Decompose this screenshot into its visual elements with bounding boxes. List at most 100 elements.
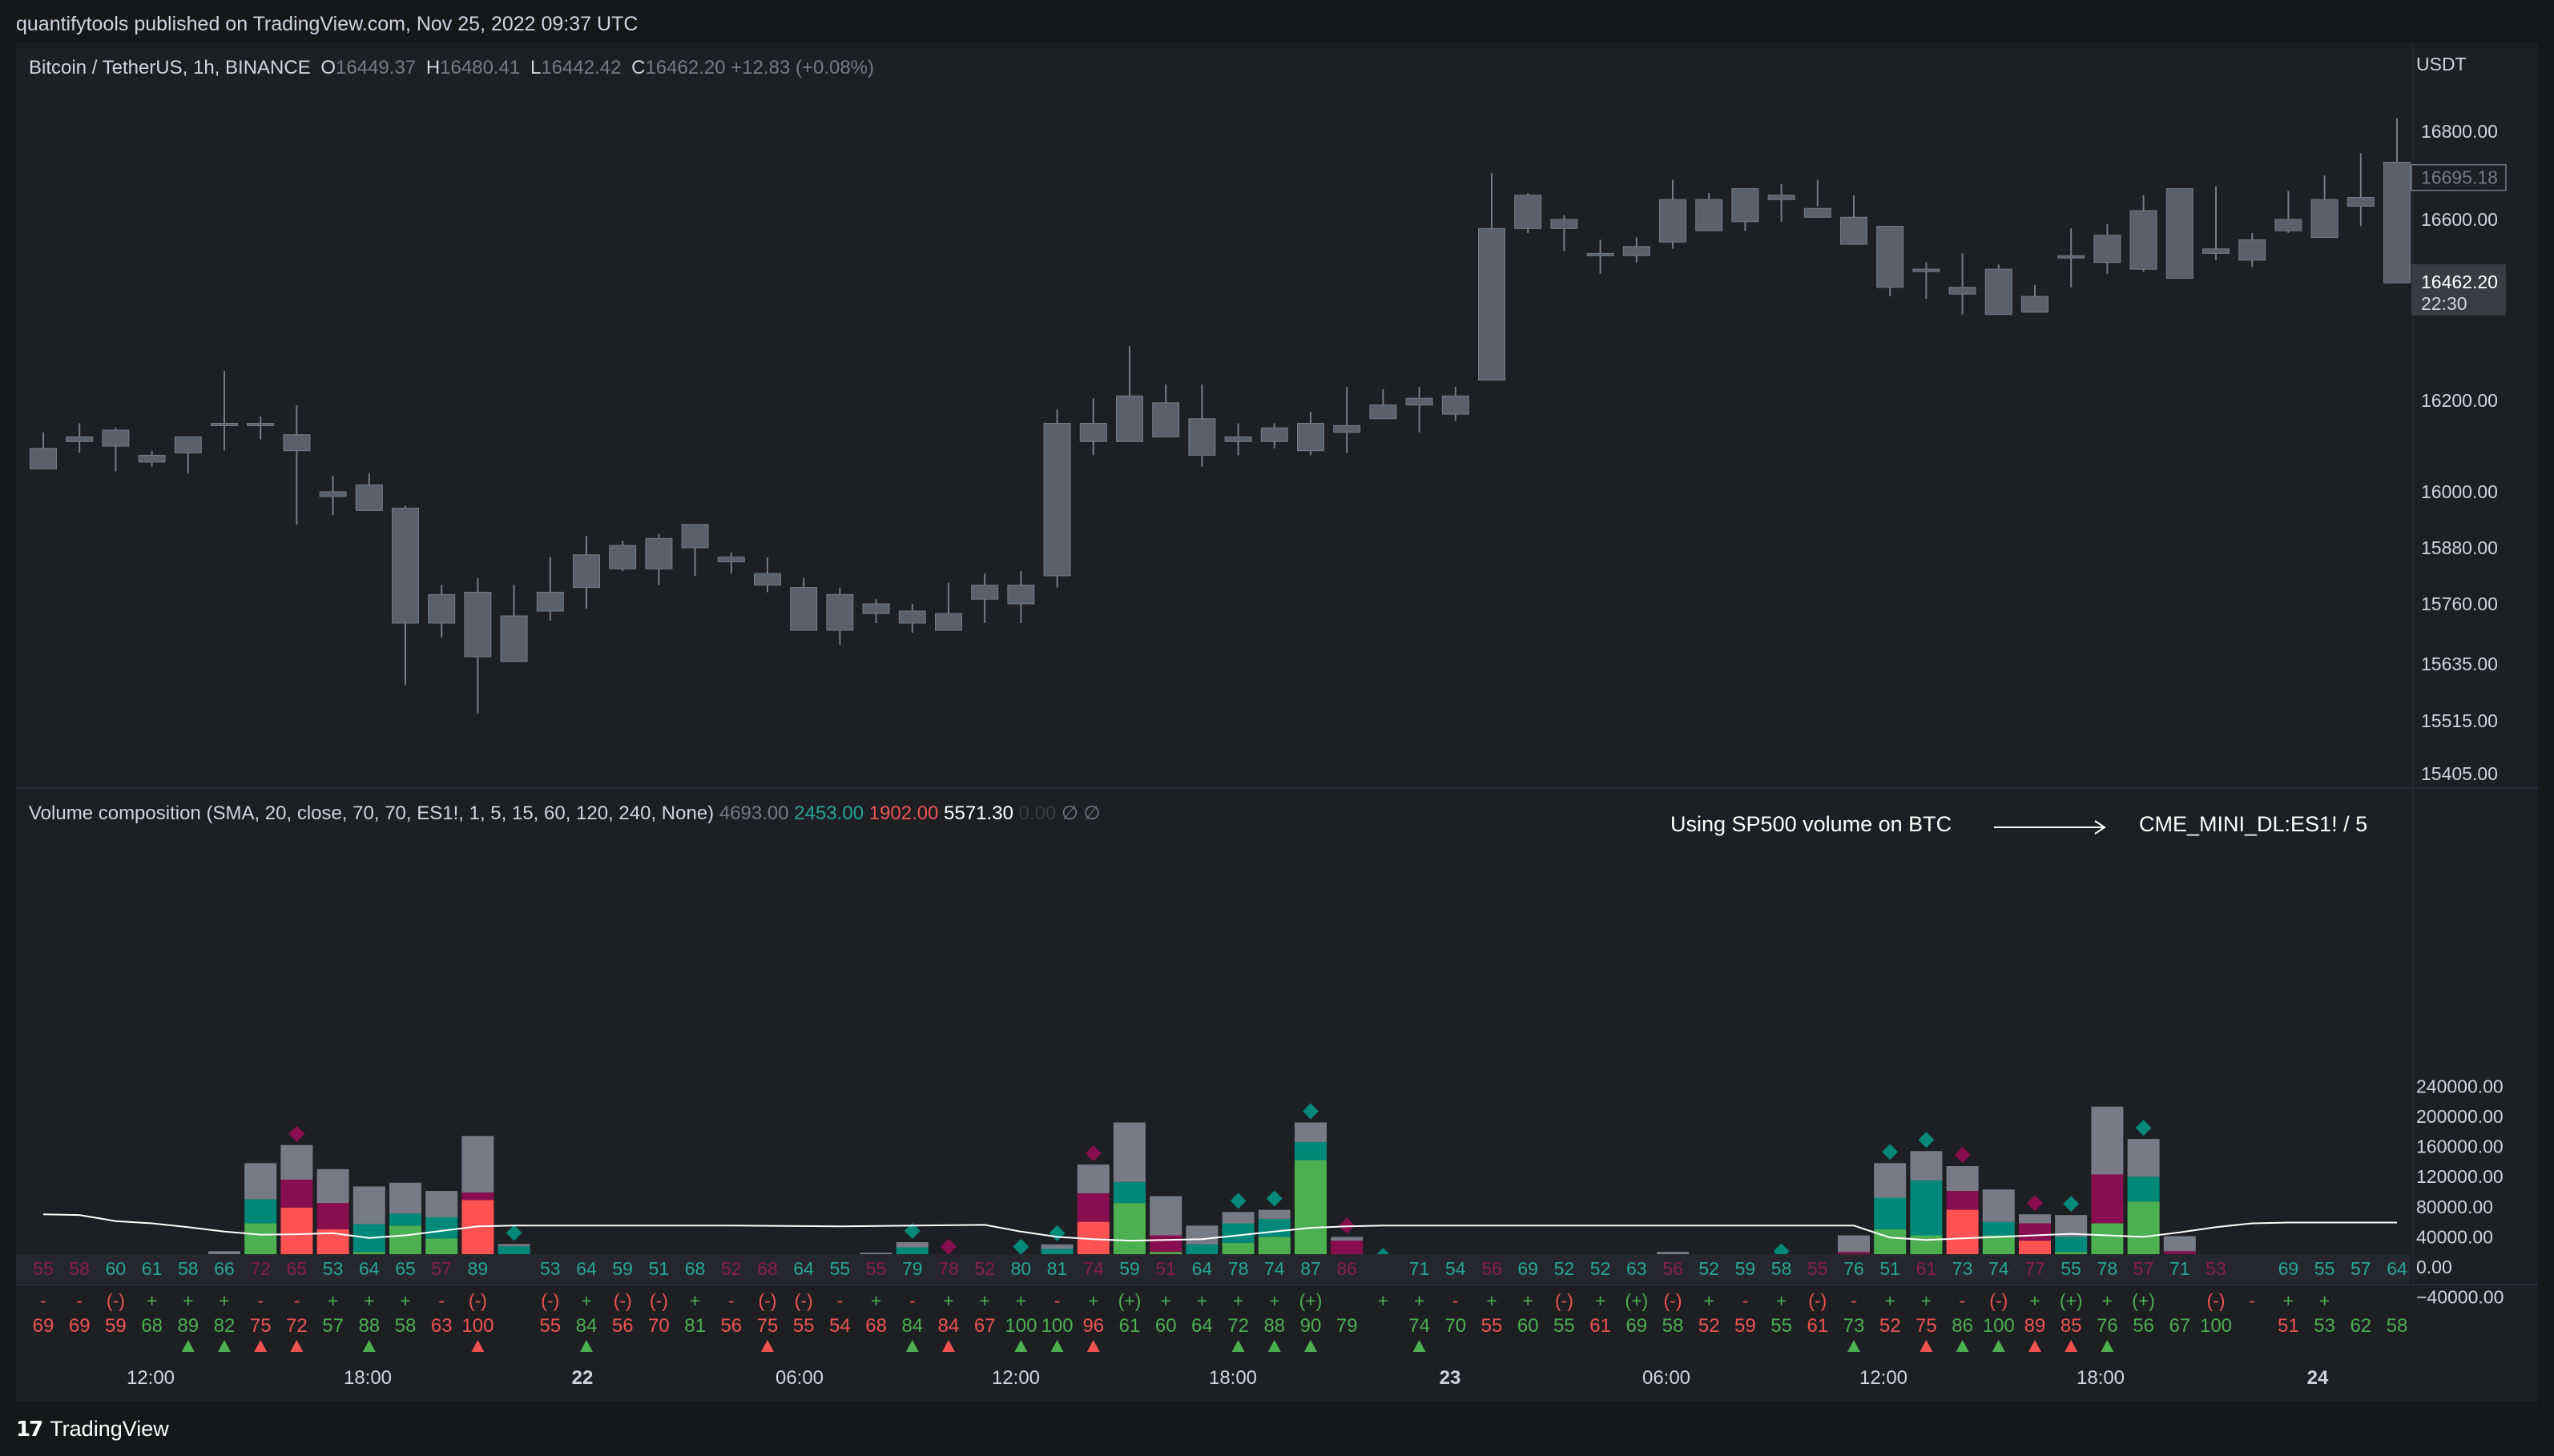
score-row1-value: 76 xyxy=(1843,1258,1864,1279)
score-row2-sign: + xyxy=(1414,1290,1424,1311)
price-axis-tick: 16000.00 xyxy=(2421,481,2498,502)
volume-marker xyxy=(1266,1190,1283,1207)
score-row3-value: 53 xyxy=(2314,1315,2335,1337)
score-row1-value: 51 xyxy=(1879,1258,1900,1279)
volume-marker xyxy=(2027,1195,2043,1212)
score-row2-sign: + xyxy=(871,1290,881,1311)
score-row1-value: 89 xyxy=(468,1258,489,1279)
volume-marker xyxy=(2063,1196,2080,1213)
score-row1-value: 64 xyxy=(359,1258,380,1279)
score-arrow-icon xyxy=(1847,1340,1860,1352)
score-row1-value: 87 xyxy=(1300,1258,1321,1279)
candle-body xyxy=(790,587,818,631)
volume-bar-teal xyxy=(2127,1176,2160,1202)
candle-body xyxy=(392,507,419,624)
candle-body xyxy=(1478,227,1505,381)
volume-bar-gray xyxy=(1838,1235,1870,1253)
indicator-legend: Volume composition (SMA, 20, close, 70, … xyxy=(29,802,1100,825)
candle-body xyxy=(355,484,383,511)
score-row3-value: 52 xyxy=(1698,1315,1720,1337)
volume-bar-teal xyxy=(1186,1244,1219,1256)
score-row3-value: 68 xyxy=(865,1315,887,1337)
score-row3-value: 60 xyxy=(1517,1315,1539,1337)
score-arrow-icon xyxy=(1304,1340,1317,1352)
score-row2-sign: (-) xyxy=(1989,1290,2008,1311)
candle-body xyxy=(826,593,854,631)
score-row2-sign: - xyxy=(1054,1290,1061,1311)
chart-canvas[interactable]: USDT 16800.00 16600.00 16200.00 16000.00 1588… xyxy=(16,43,2538,1402)
volume-bar-gray xyxy=(1114,1122,1146,1182)
volume-bar-teal xyxy=(244,1199,277,1224)
volume-bar-gray xyxy=(2127,1139,2160,1177)
score-row2-sign: (+) xyxy=(2060,1290,2083,1311)
score-row3-value: 100 xyxy=(1983,1315,2015,1337)
volume-bar-maroon xyxy=(1077,1193,1110,1222)
time-axis-label: 12:00 xyxy=(127,1367,175,1389)
price-legend: Bitcoin / TetherUS, 1h, BINANCE O16449.3… xyxy=(29,57,874,79)
score-row3-value: 56 xyxy=(612,1315,634,1337)
score-row2-sign: + xyxy=(1486,1290,1497,1311)
score-row2-sign: + xyxy=(2283,1290,2294,1311)
score-row1-value: 74 xyxy=(1264,1258,1285,1279)
score-row1-value: 55 xyxy=(33,1258,54,1279)
score-row2-sign: + xyxy=(2319,1290,2330,1311)
volume-bar-gray xyxy=(1041,1244,1074,1249)
score-row1-value: 58 xyxy=(178,1258,199,1279)
candle-body xyxy=(1297,423,1324,452)
score-row2-sign: (+) xyxy=(1299,1290,1323,1311)
time-axis-label: 22 xyxy=(572,1367,594,1389)
score-arrow-icon xyxy=(471,1340,485,1352)
candle-body xyxy=(645,537,673,569)
change-value: +12.83 (+0.08%) xyxy=(731,57,875,78)
candle-body xyxy=(66,436,94,442)
candle-body xyxy=(2129,210,2157,270)
score-row3-value: 70 xyxy=(1444,1315,1466,1337)
indicator-value-4: 5571.30 xyxy=(944,802,1013,824)
score-row1-value: 51 xyxy=(1155,1258,1176,1279)
high-value: 16480.41 xyxy=(440,57,521,78)
score-row2-sign: - xyxy=(837,1290,844,1311)
score-row1-value: 64 xyxy=(576,1258,597,1279)
score-row2-sign: (+) xyxy=(1625,1290,1648,1311)
time-axis-label: 24 xyxy=(2307,1367,2329,1389)
score-row3-value: 82 xyxy=(214,1315,236,1337)
annotation-arrow-icon xyxy=(1994,820,2106,835)
score-row1-value: 73 xyxy=(1952,1258,1973,1279)
tradingview-logo-icon: 17 xyxy=(16,1417,43,1442)
symbol-label[interactable]: Bitcoin / TetherUS, 1h, BINANCE xyxy=(29,57,311,78)
score-row3-value: 75 xyxy=(1916,1315,1937,1337)
candle-body xyxy=(102,429,130,447)
score-row2-sign: + xyxy=(979,1290,989,1311)
score-row3-value: 58 xyxy=(2387,1315,2408,1337)
chart-panel[interactable]: USDT 16800.00 16600.00 16200.00 16000.00 1588… xyxy=(16,43,2538,1402)
indicator-value-5: 0.00 xyxy=(1018,802,1057,824)
time-axis-label: 18:00 xyxy=(344,1367,392,1389)
time-axis-label: 12:00 xyxy=(992,1367,1040,1389)
score-arrow-icon xyxy=(1267,1340,1281,1352)
score-row2-sign: + xyxy=(1160,1290,1170,1311)
score-row-band xyxy=(16,1254,2410,1283)
volume-bar-gray xyxy=(1186,1225,1219,1245)
score-row2-sign: + xyxy=(1522,1290,1533,1311)
score-row1-value: 54 xyxy=(1445,1258,1466,1279)
score-row2-sign: + xyxy=(328,1290,338,1311)
tradingview-logo[interactable]: 17 TradingView xyxy=(16,1417,169,1442)
score-row2-sign: + xyxy=(1776,1290,1787,1311)
indicator-value-3: 1902.00 xyxy=(868,802,939,824)
indicator-value-2: 2453.00 xyxy=(794,802,864,824)
score-row3-value: 62 xyxy=(2350,1315,2371,1337)
score-row3-value: 60 xyxy=(1155,1315,1177,1337)
indicator-value-1: 4693.00 xyxy=(719,802,789,824)
indicator-name[interactable]: Volume composition (SMA, 20, close, 70, … xyxy=(29,802,715,824)
score-row1-value: 78 xyxy=(938,1258,959,1279)
volume-bar-maroon xyxy=(316,1203,349,1229)
score-row2-sign: (-) xyxy=(469,1290,487,1311)
candle-body xyxy=(1695,199,1723,231)
volume-bar-maroon xyxy=(461,1192,494,1201)
score-row2-sign: + xyxy=(183,1290,193,1311)
candle-body xyxy=(1116,395,1143,442)
volume-bar-gray xyxy=(1222,1212,1255,1224)
volume-marker xyxy=(1013,1238,1029,1255)
score-row3-value: 72 xyxy=(1227,1315,1249,1337)
score-row2-sign: (-) xyxy=(614,1290,632,1311)
